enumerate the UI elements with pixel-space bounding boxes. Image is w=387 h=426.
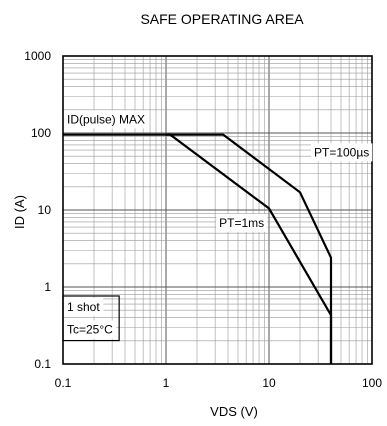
conditions-box [62, 295, 120, 342]
y-tick-label: 1 [44, 280, 51, 294]
y-tick-label: 1000 [24, 49, 51, 63]
annotation-text: 1 shot [67, 300, 100, 314]
y-tick-label: 100 [31, 126, 51, 140]
series-line-pt-100-s [166, 133, 333, 364]
annotation-label: Tc=25°C [64, 320, 117, 339]
plot-frame [62, 55, 373, 365]
x-tick-label: 0.1 [55, 376, 72, 390]
annotation-label: ID(pulse) MAX [64, 110, 149, 129]
y-tick-label: 0.1 [34, 357, 51, 371]
grid [63, 56, 372, 364]
annotation-text: Tc=25°C [67, 323, 113, 337]
annotation-text: PT=1ms [219, 216, 264, 230]
x-tick-label: 10 [262, 376, 276, 390]
series-line-pt-1ms [166, 133, 333, 364]
annotation-label: PT=100µs [310, 143, 373, 162]
series-layer [63, 133, 333, 364]
chart-title: SAFE OPERATING AREA [140, 11, 304, 27]
annotation-label: PT=1ms [216, 213, 268, 232]
x-axis-label: VDS (V) [210, 404, 258, 419]
annotation-label: 1 shot [64, 297, 104, 316]
x-tick-label: 1 [163, 376, 170, 390]
tick-labels: 0.1 1 10 100 0.1 1 10 100 1000 [24, 49, 382, 390]
annotations: ID(pulse) MAX PT=100µs PT=1ms 1 shot Tc=25°C [62, 110, 373, 342]
y-tick-label: 10 [38, 203, 52, 217]
annotation-text: ID(pulse) MAX [67, 112, 145, 126]
annotation-text: PT=100µs [314, 145, 369, 159]
y-axis-label: ID (A) [12, 195, 27, 229]
x-tick-label: 100 [362, 376, 382, 390]
